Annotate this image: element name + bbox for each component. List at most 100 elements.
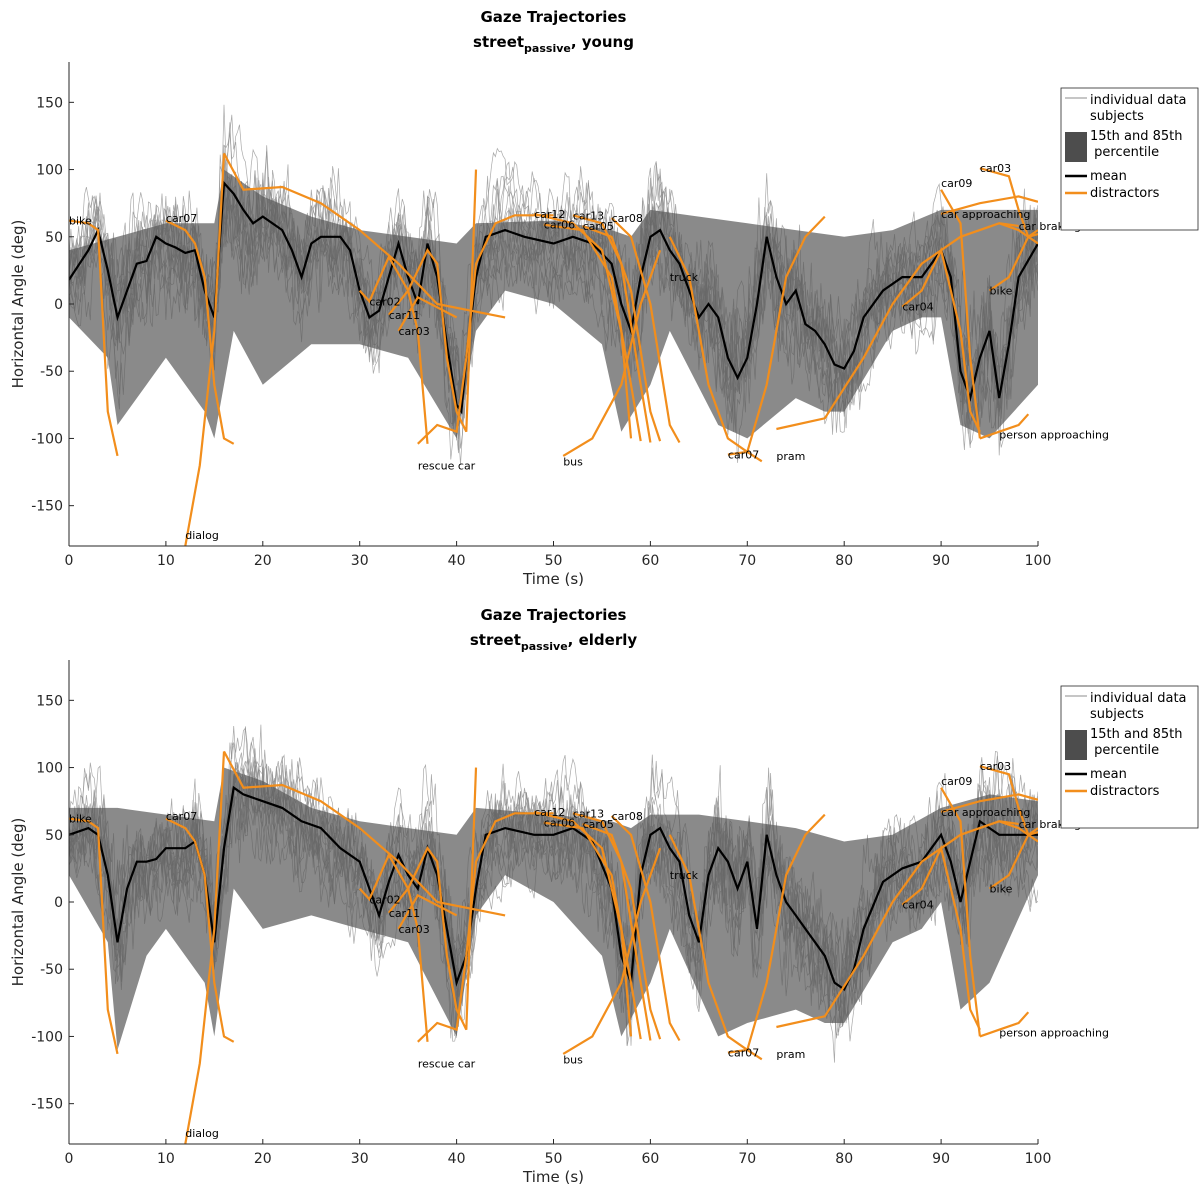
legend-label: 15th and 85th percentile	[1090, 129, 1182, 160]
distractor-line	[988, 233, 1038, 292]
distractor-line	[397, 893, 458, 930]
y-tick-label: 50	[45, 828, 63, 844]
distractor-label: car03	[980, 760, 1011, 773]
x-tick-label: 50	[545, 553, 563, 569]
distractor-label: car approaching	[941, 806, 1030, 819]
distractor-line	[165, 817, 235, 1043]
distractor-label: dialog	[185, 529, 219, 542]
legend: individual data subjects 15th and 85th per…	[1060, 685, 1199, 829]
distractor-label: car09	[941, 775, 972, 788]
distractor-label: car08	[612, 810, 643, 823]
distractor-label: car12	[534, 208, 565, 221]
subtitle-rest: , elderly	[568, 631, 638, 649]
distractor-label: bus	[563, 455, 583, 468]
distractor-line	[901, 246, 981, 433]
distractor-line	[223, 750, 506, 917]
x-tick-label: 100	[1025, 553, 1052, 569]
x-tick-label: 20	[254, 1151, 272, 1167]
distractor-label: bus	[563, 1053, 583, 1066]
distractor-line	[69, 817, 119, 1055]
distractor-label: car04	[902, 899, 933, 912]
distractor-label: car07	[166, 810, 197, 823]
distractor-line	[358, 254, 429, 444]
y-tick-label: 0	[54, 297, 63, 313]
plot-area	[69, 104, 1038, 546]
distractor-line	[562, 249, 662, 457]
y-axis-label: Horizontal Angle (deg)	[9, 220, 27, 389]
distractor-label: car07	[166, 212, 197, 225]
distractor-line	[562, 847, 662, 1055]
distractor-label: car13	[573, 807, 604, 820]
x-tick-label: 80	[835, 553, 853, 569]
distractor-label: car02	[369, 893, 400, 906]
distractor-line	[610, 217, 681, 444]
x-tick-label: 40	[448, 1151, 466, 1167]
x-tick-label: 10	[157, 553, 175, 569]
distractor-label: bike	[990, 883, 1013, 896]
distractor-line	[69, 219, 119, 457]
distractor-label: truck	[670, 271, 699, 284]
subtitle-rest: , young	[571, 33, 634, 51]
distractor-label: car02	[369, 295, 400, 308]
distractor-line	[397, 295, 458, 332]
distractor-label: car03	[398, 325, 429, 338]
distractor-label: car07	[728, 1047, 759, 1060]
distractor-label: car03	[980, 162, 1011, 175]
legend-label: mean	[1090, 169, 1127, 184]
x-tick-label: 10	[157, 1151, 175, 1167]
distractor-line	[165, 219, 235, 445]
distractor-label: bike	[69, 215, 92, 228]
distractor-line	[940, 787, 981, 1037]
subtitle-subscript: passive	[521, 640, 568, 653]
x-tick-label: 70	[738, 1151, 756, 1167]
x-tick-label: 50	[545, 1151, 563, 1167]
distractor-line	[998, 820, 1038, 837]
x-tick-label: 30	[351, 1151, 369, 1167]
distractor-line	[184, 751, 226, 1144]
x-tick-label: 30	[351, 553, 369, 569]
chart-title: Gaze Trajectories	[481, 606, 627, 624]
distractor-label: pram	[776, 1048, 805, 1061]
distractor-line	[184, 153, 226, 546]
distractor-label: car11	[389, 309, 420, 322]
distractor-line	[979, 1011, 1030, 1038]
distractor-line	[582, 822, 662, 1040]
legend-label: distractors	[1090, 784, 1160, 799]
subtitle-subscript: passive	[524, 42, 571, 55]
legend-label: distractors	[1090, 186, 1160, 201]
distractor-line	[940, 195, 1038, 215]
subtitle-base: street	[470, 631, 521, 649]
y-tick-label: -150	[31, 1097, 63, 1113]
distractor-label: rescue car	[418, 1057, 476, 1070]
x-tick-label: 90	[932, 1151, 950, 1167]
distractor-line	[543, 821, 642, 1040]
y-tick-label: 50	[45, 230, 63, 246]
distractor-line	[979, 765, 1038, 843]
legend-label: individual data subjects	[1090, 93, 1187, 124]
distractor-line	[940, 189, 981, 439]
y-tick-label: -100	[31, 1029, 63, 1045]
x-tick-label: 70	[738, 553, 756, 569]
x-tick-label: 40	[448, 553, 466, 569]
x-tick-label: 0	[65, 1151, 74, 1167]
percentile-band	[69, 169, 1038, 439]
chart-subtitle: streetpassive, elderly	[470, 631, 637, 653]
distractor-line	[776, 820, 1019, 1029]
distractor-label: car13	[573, 209, 604, 222]
distractor-line	[901, 844, 981, 1031]
distractor-label: person approaching	[999, 428, 1109, 441]
y-tick-label: -150	[31, 499, 63, 515]
distractor-label: car12	[534, 806, 565, 819]
x-tick-label: 90	[932, 553, 950, 569]
distractor-line	[940, 793, 1038, 813]
x-tick-label: 60	[641, 553, 659, 569]
plot-area	[69, 724, 1038, 1144]
y-tick-label: -100	[31, 431, 63, 447]
x-tick-label: 100	[1025, 1151, 1052, 1167]
legend-label: mean	[1090, 767, 1127, 782]
distractor-label: car08	[612, 212, 643, 225]
distractor-line	[668, 834, 763, 1061]
distractor-label: car06	[544, 817, 575, 830]
y-tick-label: -50	[40, 364, 63, 380]
